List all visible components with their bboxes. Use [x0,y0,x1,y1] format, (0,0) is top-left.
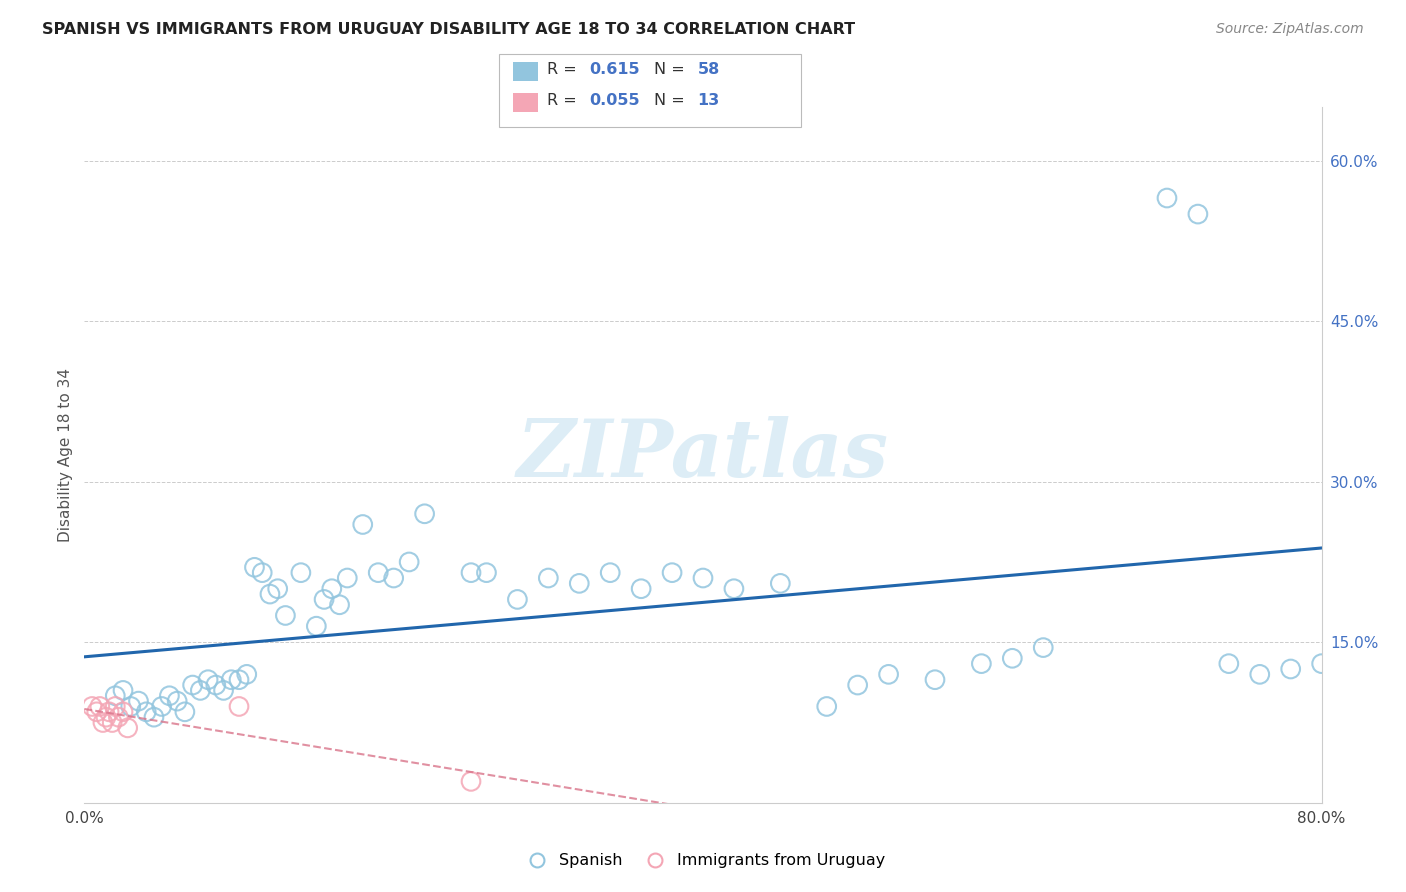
Point [506,592,529,607]
Point [398,555,420,569]
Point [101,715,124,730]
Point [82,699,104,714]
Point [568,576,591,591]
Point [104,689,127,703]
Point [112,705,135,719]
Point [159,689,181,703]
Point [221,673,243,687]
Text: 0.055: 0.055 [589,94,640,108]
Point [305,619,328,633]
Point [104,699,127,714]
Point [692,571,714,585]
Point [769,576,792,591]
Point [1249,667,1271,681]
Text: Source: ZipAtlas.com: Source: ZipAtlas.com [1216,22,1364,37]
Point [1218,657,1240,671]
Point [117,721,139,735]
Point [846,678,869,692]
Point [1032,640,1054,655]
Text: N =: N = [654,62,690,77]
Point [112,683,135,698]
Point [94,710,117,724]
Point [252,566,274,580]
Point [236,667,259,681]
Point [274,608,297,623]
Point [815,699,838,714]
Text: SPANISH VS IMMIGRANTS FROM URUGUAY DISABILITY AGE 18 TO 34 CORRELATION CHART: SPANISH VS IMMIGRANTS FROM URUGUAY DISAB… [42,22,855,37]
Point [336,571,359,585]
Point [877,667,900,681]
Text: ZIPatlas: ZIPatlas [517,417,889,493]
Point [1279,662,1302,676]
Point [382,571,405,585]
Point [150,699,173,714]
Point [91,715,114,730]
Point [1310,657,1333,671]
Point [460,566,482,580]
Text: 13: 13 [697,94,720,108]
Point [290,566,312,580]
Point [205,678,228,692]
Point [143,710,166,724]
Point [1187,207,1209,221]
Point [166,694,188,708]
Point [120,699,142,714]
Point [630,582,652,596]
Text: R =: R = [547,62,582,77]
Point [188,683,212,698]
Point [174,705,197,719]
Point [107,710,129,724]
Point [259,587,281,601]
Point [367,566,389,580]
Point [135,705,157,719]
Point [89,699,111,714]
Point [329,598,352,612]
Point [661,566,683,580]
Point [321,582,343,596]
Point [86,705,108,719]
Text: N =: N = [654,94,690,108]
Point [352,517,374,532]
Point [475,566,498,580]
Point [413,507,436,521]
Point [128,694,150,708]
Point [460,774,482,789]
Point [970,657,993,671]
Point [98,705,121,719]
Point [924,673,946,687]
Point [1001,651,1024,665]
Point [599,566,621,580]
Point [537,571,560,585]
Text: R =: R = [547,94,582,108]
Point [197,673,219,687]
Point [723,582,745,596]
Point [1156,191,1178,205]
Text: 0.615: 0.615 [589,62,640,77]
Point [243,560,266,574]
Legend: Spanish, Immigrants from Uruguay: Spanish, Immigrants from Uruguay [515,847,891,875]
Point [314,592,336,607]
Point [228,673,250,687]
Point [181,678,204,692]
Y-axis label: Disability Age 18 to 34: Disability Age 18 to 34 [58,368,73,542]
Point [212,683,235,698]
Text: 58: 58 [697,62,720,77]
Point [267,582,290,596]
Point [228,699,250,714]
